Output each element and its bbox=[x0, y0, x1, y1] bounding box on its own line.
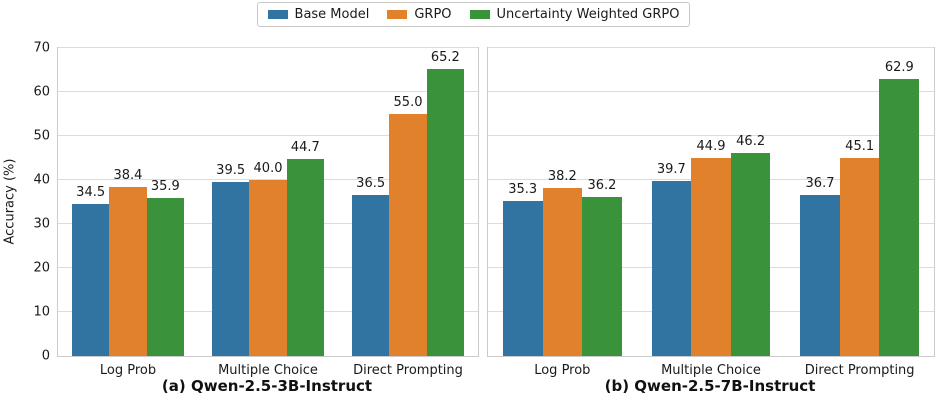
bar-base-model-multiple-choice bbox=[651, 181, 692, 356]
bar-grpo-direct-prompting bbox=[839, 157, 880, 356]
bar-base-model-log-prob bbox=[502, 200, 543, 356]
bar-value-label: 65.2 bbox=[430, 50, 460, 66]
bar-base-model-log-prob bbox=[72, 204, 110, 356]
bar-value-label: 46.2 bbox=[736, 133, 766, 149]
legend-label: Uncertainty Weighted GRPO bbox=[496, 7, 680, 22]
legend-swatch-grpo bbox=[387, 10, 408, 19]
bar-grpo-direct-prompting bbox=[389, 114, 427, 356]
bar-base-model-direct-prompting bbox=[352, 195, 390, 356]
bar-value-label: 35.9 bbox=[150, 179, 180, 195]
bar-value-label: 62.9 bbox=[884, 60, 914, 76]
legend-swatch-base-model bbox=[267, 10, 288, 19]
gridline-y40 bbox=[58, 179, 478, 180]
x-tick-label-direct-prompting: Direct Prompting bbox=[353, 363, 463, 378]
bar-value-label: 39.7 bbox=[656, 162, 686, 178]
bar-base-model-multiple-choice bbox=[212, 182, 250, 356]
y-tick-label: 10 bbox=[33, 304, 50, 320]
bar-uncertainty-weighted-grpo-log-prob bbox=[582, 196, 622, 356]
legend-item-grpo: GRPO bbox=[387, 7, 452, 22]
bar-grpo-multiple-choice bbox=[249, 180, 287, 356]
legend-swatch-uncertainty-weighted-grpo bbox=[469, 10, 490, 19]
bar-uncertainty-weighted-grpo-multiple-choice bbox=[286, 159, 324, 356]
y-axis-label: Accuracy (%) bbox=[2, 158, 18, 245]
x-tick-label-direct-prompting: Direct Prompting bbox=[804, 363, 915, 378]
subplot-b-title: (b) Qwen-2.5-7B-Instruct bbox=[604, 377, 816, 395]
bar-uncertainty-weighted-grpo-multiple-choice bbox=[730, 152, 771, 356]
y-tick-label: 40 bbox=[33, 172, 50, 188]
bar-value-label: 55.0 bbox=[393, 95, 423, 110]
legend-item-base-model: Base Model bbox=[267, 7, 370, 22]
bar-grpo-log-prob bbox=[542, 187, 583, 356]
bar-value-label: 38.2 bbox=[547, 168, 577, 184]
y-tick-label: 30 bbox=[33, 216, 50, 232]
subplot-a-title: (a) Qwen-2.5-3B-Instruct bbox=[161, 377, 373, 395]
legend-label: GRPO bbox=[414, 7, 452, 22]
bar-value-label: 45.1 bbox=[845, 138, 875, 154]
x-tick-label-multiple-choice: Multiple Choice bbox=[218, 363, 318, 378]
bar-value-label: 36.7 bbox=[805, 175, 835, 191]
bar-uncertainty-weighted-grpo-log-prob bbox=[146, 198, 184, 356]
bar-base-model-direct-prompting bbox=[800, 194, 840, 356]
gridline-y70 bbox=[58, 47, 478, 48]
x-tick-label-multiple-choice: Multiple Choice bbox=[661, 363, 761, 378]
bar-value-label: 40.0 bbox=[253, 161, 283, 177]
y-tick-label: 50 bbox=[33, 128, 50, 144]
legend-item-uncertainty-weighted-grpo: Uncertainty Weighted GRPO bbox=[469, 7, 680, 22]
gridline-y50 bbox=[488, 135, 934, 136]
gridline-y60 bbox=[488, 91, 934, 92]
bar-value-label: 35.3 bbox=[508, 181, 538, 197]
bar-value-label: 36.2 bbox=[587, 177, 617, 193]
y-tick-label: 20 bbox=[33, 260, 50, 276]
subplot-b: Log Prob Multiple Choice Direct Prompting 3… bbox=[487, 47, 935, 378]
y-tick-label: 70 bbox=[33, 40, 50, 56]
gridline-y70 bbox=[488, 47, 934, 48]
y-tick-label: 60 bbox=[33, 84, 50, 100]
bar-value-label: 36.5 bbox=[356, 176, 386, 192]
x-tick-label-log-prob: Log Prob bbox=[99, 363, 157, 378]
bar-value-label: 44.9 bbox=[696, 139, 726, 155]
legend-label: Base Model bbox=[294, 7, 370, 22]
bar-value-label: 39.5 bbox=[216, 163, 246, 179]
legend: Base Model GRPO Uncertainty Weighted GRPO bbox=[256, 2, 691, 27]
gridline-y60 bbox=[58, 91, 478, 92]
gridline-y50 bbox=[58, 135, 478, 136]
x-tick-label-log-prob: Log Prob bbox=[534, 363, 591, 378]
bar-grpo-log-prob bbox=[109, 187, 147, 356]
bar-value-label: 44.7 bbox=[290, 140, 320, 156]
y-tick-label: 0 bbox=[41, 348, 50, 364]
subplot-a: 0 10 20 30 40 50 60 70 Log Prob Multiple Choice Di… bbox=[33, 41, 479, 378]
bar-value-label: 38.4 bbox=[113, 168, 143, 184]
bar-uncertainty-weighted-grpo-direct-prompting bbox=[426, 69, 464, 356]
bar-uncertainty-weighted-grpo-direct-prompting bbox=[879, 79, 920, 356]
bar-value-label: 34.5 bbox=[76, 185, 106, 201]
bar-grpo-multiple-choice bbox=[691, 158, 731, 356]
